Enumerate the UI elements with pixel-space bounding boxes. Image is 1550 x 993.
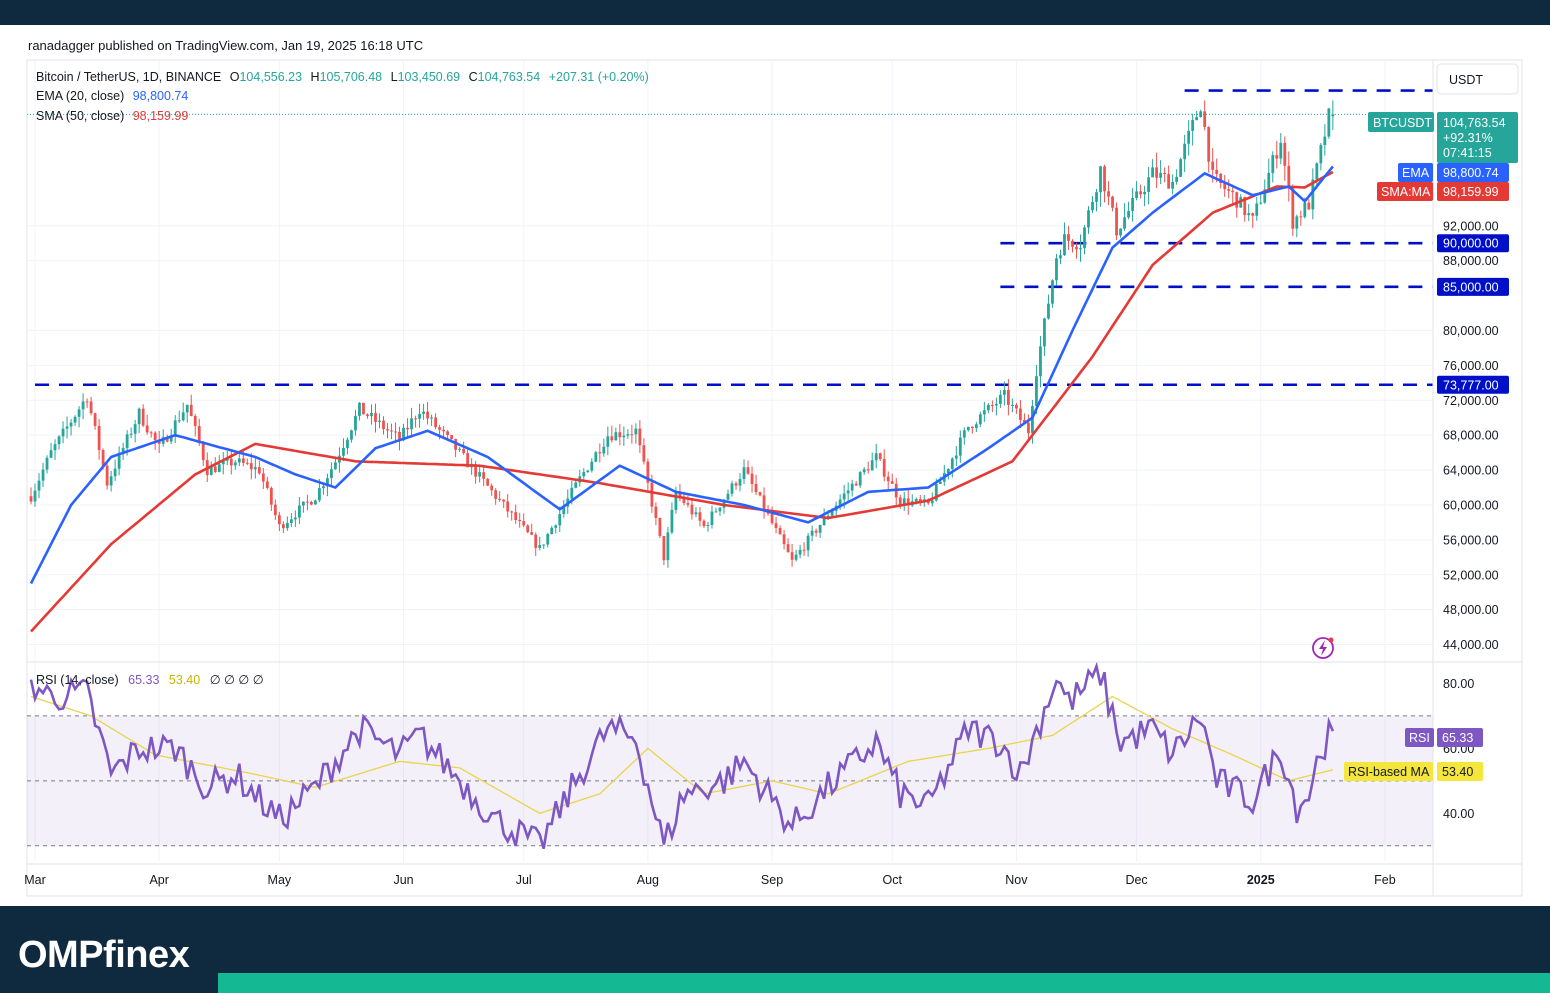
grid	[27, 60, 1433, 862]
svg-text:2025: 2025	[1247, 873, 1275, 887]
svg-text:Jun: Jun	[393, 873, 413, 887]
rsi-legend-ma-value: 53.40	[169, 673, 200, 687]
rsi-legend-extras: ∅ ∅ ∅ ∅	[210, 673, 264, 687]
rsi-tag-value-box	[1437, 728, 1483, 747]
svg-text:Feb: Feb	[1374, 873, 1396, 887]
ema-line	[29, 165, 1334, 585]
rsi-ma-line	[30, 695, 1334, 815]
svg-text:88,000.00: 88,000.00	[1443, 254, 1499, 268]
ema-tag-value-box	[1437, 163, 1509, 182]
legend-sma-value: 98,159.99	[133, 109, 189, 123]
symbol-tag-label: BTCUSDT	[1373, 116, 1432, 130]
svg-text:92,000.00: 92,000.00	[1443, 219, 1499, 233]
legend-close-label: C	[469, 70, 478, 84]
level-tags: 90,000.00 85,000.00 73,777.00	[1437, 234, 1509, 394]
svg-text:Apr: Apr	[149, 873, 168, 887]
sma-line	[30, 170, 1334, 633]
last-price-tag	[1437, 112, 1518, 163]
svg-text:68,000.00: 68,000.00	[1443, 429, 1499, 443]
legend-low-value: 103,450.69	[398, 70, 461, 84]
bar-countdown: 07:41:15	[1443, 146, 1492, 160]
rsi-ma-tag-value: 53.40	[1442, 765, 1473, 779]
rsi-tag-value: 65.33	[1442, 731, 1473, 745]
rsi-legend-value: 65.33	[128, 673, 159, 687]
sma-tag-label-box	[1377, 182, 1433, 201]
svg-text:Jul: Jul	[516, 873, 532, 887]
svg-text:80.00: 80.00	[1443, 677, 1474, 691]
ema-tag-value: 98,800.74	[1443, 166, 1499, 180]
svg-text:73,777.00: 73,777.00	[1443, 378, 1499, 392]
sma-tag-value-box	[1437, 182, 1509, 201]
svg-text:52,000.00: 52,000.00	[1443, 568, 1499, 582]
svg-text:Dec: Dec	[1125, 873, 1147, 887]
legend-symbol: Bitcoin / TetherUS, 1D, BINANCE	[36, 70, 221, 84]
legend-open-value: 104,556.23	[239, 70, 302, 84]
sma-tag-label: SMA:MA	[1381, 185, 1431, 199]
currency-label: USDT	[1449, 73, 1483, 87]
svg-text:85,000.00: 85,000.00	[1443, 280, 1499, 294]
rsi-ma-tag-label-box	[1344, 762, 1433, 781]
svg-text:64,000.00: 64,000.00	[1443, 464, 1499, 478]
svg-text:80,000.00: 80,000.00	[1443, 324, 1499, 338]
brand-logo: OMPfinex	[18, 934, 190, 976]
time-axis: Mar Apr May Jun Jul Aug Sep Oct Nov Dec 2025 Feb	[24, 873, 1395, 887]
legend-low-label: L	[391, 70, 398, 84]
rsi-ma-tag-value-box	[1437, 762, 1483, 781]
svg-text:Oct: Oct	[883, 873, 903, 887]
ema-tag-label: EMA	[1402, 166, 1430, 180]
rsi-line	[29, 661, 1335, 850]
svg-text:Nov: Nov	[1005, 873, 1028, 887]
last-price-change-pct: +92.31%	[1443, 131, 1493, 145]
svg-text:EMA (20, close) 98,800.74: EMA (20, close) 98,800.74	[36, 89, 188, 103]
svg-text:72,000.00: 72,000.00	[1443, 394, 1499, 408]
footer-accent-bar	[218, 973, 1550, 993]
svg-text:SMA (50, close) 98,159.99: SMA (50, close) 98,159.99	[36, 109, 188, 123]
svg-text:RSI (14, close) 65.33: RSI (14, close) 65.33 53.40 ∅ ∅ ∅ ∅	[36, 673, 264, 687]
sma-tag-value: 98,159.99	[1443, 185, 1499, 199]
currency-button[interactable]	[1436, 63, 1519, 95]
publication-credit: ranadagger published on TradingView.com,…	[28, 38, 424, 53]
svg-text:56,000.00: 56,000.00	[1443, 533, 1499, 547]
symbol-tag	[1368, 112, 1434, 132]
legend-sma-label: SMA (50, close)	[36, 109, 124, 123]
svg-text:44,000.00: 44,000.00	[1443, 638, 1499, 652]
legend-high-label: H	[311, 70, 320, 84]
svg-text:Mar: Mar	[24, 873, 46, 887]
legend-change: +207.31 (+0.20%)	[549, 70, 649, 84]
svg-text:48,000.00: 48,000.00	[1443, 603, 1499, 617]
top-banner	[0, 0, 1550, 25]
svg-text:Bitcoin / TetherUS, 1D, BINANC: Bitcoin / TetherUS, 1D, BINANCE O104,556…	[36, 70, 649, 84]
last-price-value: 104,763.54	[1443, 116, 1506, 130]
svg-text:Sep: Sep	[761, 873, 783, 887]
svg-text:90,000.00: 90,000.00	[1443, 237, 1499, 251]
legend-ema-label: EMA (20, close)	[36, 89, 124, 103]
svg-text:May: May	[268, 873, 292, 887]
rsi-tag-label-box	[1405, 728, 1434, 747]
svg-text:40.00: 40.00	[1443, 807, 1474, 821]
flash-icon[interactable]	[1312, 637, 1334, 659]
svg-text:76,000.00: 76,000.00	[1443, 359, 1499, 373]
rsi-tag-label: RSI	[1409, 731, 1430, 745]
rsi-reference-lines	[27, 715, 1433, 847]
svg-text:60,000.00: 60,000.00	[1443, 498, 1499, 512]
price-axis: 92,000.00 88,000.00 80,000.00 76,000.00 72,0…	[1443, 219, 1499, 652]
legend-close-value: 104,763.54	[478, 70, 541, 84]
rsi-ma-tag-label: RSI-based MA	[1348, 765, 1430, 779]
svg-text:Aug: Aug	[637, 873, 659, 887]
ema-tag-label-box	[1398, 163, 1433, 182]
legend-high-value: 105,706.48	[320, 70, 383, 84]
legend-ema-value: 98,800.74	[133, 89, 189, 103]
legend-open-label: O	[230, 70, 240, 84]
rsi-legend-label: RSI (14, close)	[36, 673, 119, 687]
